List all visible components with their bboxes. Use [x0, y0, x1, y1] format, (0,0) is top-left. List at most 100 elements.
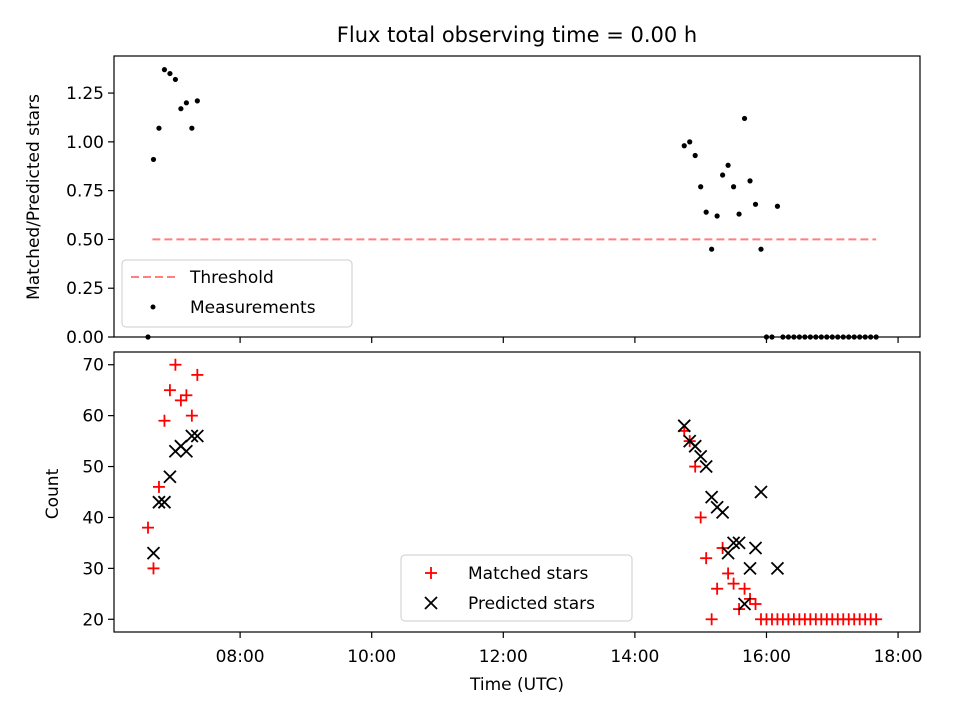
predicted-star-point [732, 536, 746, 550]
count-y-tick-label: 50 [82, 458, 104, 478]
matched-stars-legend-swatch [425, 567, 437, 579]
count-points-layer [141, 358, 883, 626]
measurement-point [681, 143, 687, 149]
matched-star-point [180, 389, 193, 402]
measurements-legend-swatch [150, 304, 156, 310]
x-tick-label: 14:00 [610, 647, 659, 667]
matched-star-point [705, 613, 718, 626]
count-y-axis-label: Count [43, 468, 63, 519]
count-y-tick-label: 30 [82, 559, 104, 579]
ratio-axes-ticks: 0.00 0.25 0.50 0.75 1.00 1.25 [66, 84, 899, 348]
predicted-star-point [694, 449, 708, 464]
x-tick-label: 10:00 [347, 647, 396, 667]
predicted-star-point [770, 561, 785, 576]
matched-star-point [727, 577, 740, 590]
matched-stars-legend-label: Matched stars [468, 564, 588, 584]
measurement-point [730, 184, 737, 190]
predicted-star-point [179, 444, 194, 458]
measurement-point [736, 211, 742, 217]
measurement-point [156, 125, 162, 131]
count-y-tick-label: 40 [82, 508, 104, 528]
x-tick-label: 12:00 [479, 647, 528, 667]
predicted-star-point [185, 429, 199, 443]
ratio-y-tick-label: 0.00 [66, 328, 104, 348]
measurement-point [687, 139, 693, 145]
measurement-point [692, 152, 698, 159]
measurements-legend-label: Measurements [190, 298, 316, 318]
chart-title: Flux total observing time = 0.00 h [337, 23, 697, 47]
matched-star-point [163, 384, 176, 397]
ratio-y-tick-label: 0.75 [66, 182, 104, 202]
matched-star-point [722, 567, 735, 580]
measurement-point [747, 178, 753, 184]
measurement-point [703, 209, 709, 215]
x-tick-label: 16:00 [742, 647, 791, 667]
measurement-point [183, 100, 189, 106]
predicted-star-point [157, 495, 172, 509]
count-axes-ticks: 20 30 40 50 60 70 08:00 10:00 12:00 14:00 16:00 18:… [82, 356, 922, 667]
ratio-y-axis-label: Matched/Predicted stars [24, 94, 44, 300]
predicted-star-point [146, 546, 161, 560]
matched-star-point [147, 562, 160, 575]
predicted-star-point [748, 541, 763, 555]
count-y-tick-label: 20 [82, 610, 104, 630]
measurement-point [758, 246, 764, 252]
measurement-point [172, 76, 179, 83]
matched-star-point [738, 582, 751, 595]
matched-star-point [141, 521, 154, 534]
measurement-point [720, 172, 726, 178]
predicted-star-point [743, 561, 757, 576]
matched-star-point [700, 552, 713, 565]
ratio-legend-box [121, 259, 353, 328]
ratio-legend: Threshold Measurements [121, 259, 353, 328]
measurement-point [150, 156, 157, 163]
matched-star-point [749, 598, 762, 610]
predicted-star-point [677, 419, 691, 433]
count-y-tick-label: 60 [82, 407, 104, 427]
measurements-points-layer [145, 67, 879, 340]
count-panel: 20 30 40 50 60 70 08:00 10:00 12:00 14:00 16:00 18:… [43, 351, 923, 695]
measurement-point [774, 203, 781, 209]
matched-star-point [158, 414, 171, 427]
ratio-y-tick-label: 0.50 [66, 230, 104, 250]
matched-star-point [169, 358, 182, 371]
matched-star-point [152, 480, 165, 493]
measurement-point [725, 162, 731, 168]
x-axis-label: Time (UTC) [469, 675, 564, 695]
predicted-star-point [699, 459, 713, 474]
ratio-y-tick-label: 0.25 [66, 279, 104, 299]
matched-star-point [174, 394, 187, 407]
threshold-legend-label: Threshold [189, 268, 274, 288]
count-y-tick-label: 70 [82, 356, 104, 376]
ratio-axes-frame [113, 55, 921, 338]
measurement-point [194, 98, 200, 104]
measurement-point [752, 201, 759, 207]
predicted-star-point [705, 490, 719, 504]
predicted-star-point [190, 429, 204, 443]
predicted-star-point [152, 495, 166, 509]
measurement-point [178, 106, 184, 112]
measurement-point [714, 213, 720, 219]
measurement-point [709, 246, 715, 252]
matched-star-point [694, 511, 707, 524]
predicted-star-point [721, 546, 735, 560]
measurement-point [167, 70, 173, 77]
x-tick-label: 08:00 [216, 647, 265, 667]
predicted-star-point [715, 505, 730, 520]
matched-star-point [185, 409, 198, 422]
predicted-stars-legend-swatch [424, 596, 438, 610]
measurement-point [741, 115, 748, 122]
count-legend: Matched stars Predicted stars [400, 554, 633, 622]
x-tick-label: 18:00 [874, 647, 923, 667]
predicted-star-point [688, 439, 702, 453]
ratio-y-tick-label: 1.25 [66, 84, 104, 104]
count-legend-box [400, 554, 633, 622]
predicted-stars-legend-label: Predicted stars [468, 594, 595, 614]
ratio-y-tick-label: 1.00 [66, 133, 104, 153]
predicted-star-point [163, 470, 177, 484]
ratio-panel: Flux total observing time = 0.00 h 0.000… [24, 23, 921, 348]
measurement-point [189, 125, 195, 131]
measurement-point [698, 184, 704, 190]
measurement-point [161, 67, 168, 73]
